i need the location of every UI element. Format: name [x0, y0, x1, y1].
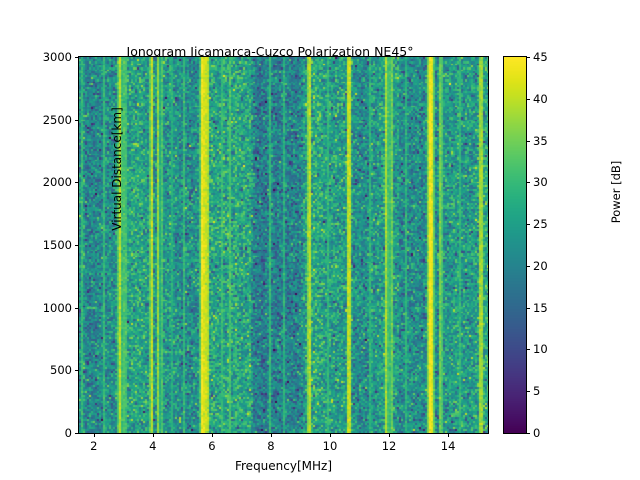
y-tick-mark — [75, 245, 79, 246]
y-tick-mark — [75, 370, 79, 372]
colorbar-tick-label: 45 — [533, 50, 548, 64]
y-tick-label: 3000 — [42, 50, 72, 64]
ionogram-heatmap — [79, 57, 488, 433]
colorbar-tick-label: 25 — [533, 217, 548, 232]
x-tick-mark — [152, 433, 154, 437]
colorbar-tick-mark — [526, 98, 530, 100]
colorbar-label: Power [dB] — [609, 160, 623, 224]
colorbar-tick-mark — [526, 57, 530, 58]
y-tick-mark — [75, 57, 79, 58]
colorbar-tick-label: 5 — [533, 384, 541, 399]
colorbar-tick-mark — [526, 307, 530, 309]
power-colorbar: 0 5 10 15 20 25 30 35 40 45 Power [dB] — [503, 50, 623, 440]
y-tick-mark — [75, 433, 79, 434]
x-tick-label: 10 — [322, 439, 338, 453]
x-tick-label: 12 — [381, 439, 397, 453]
x-tick-label: 8 — [267, 439, 275, 453]
colorbar-tick-label: 10 — [533, 342, 548, 357]
colorbar-tick-label: 30 — [533, 175, 548, 190]
x-tick-mark — [330, 433, 331, 437]
colorbar-tick-label: 0 — [533, 426, 541, 440]
colorbar-tick-mark — [526, 182, 530, 184]
x-tick-label: 14 — [440, 439, 456, 453]
colorbar-tick-mark — [526, 349, 530, 351]
colorbar-tick-mark — [526, 140, 530, 142]
colorbar-tick-mark — [526, 224, 530, 226]
x-tick-mark — [389, 433, 391, 437]
colorbar-tick-label: 35 — [533, 133, 548, 148]
x-axis-label: Frequency[MHz] — [234, 459, 333, 473]
x-tick-label: 2 — [90, 439, 98, 453]
y-tick-mark — [75, 182, 79, 184]
x-tick-mark — [270, 433, 272, 437]
y-tick-label: 1000 — [42, 300, 72, 315]
y-tick-mark — [75, 307, 79, 309]
colorbar-tick-label: 40 — [533, 91, 548, 106]
x-tick-label: 4 — [149, 439, 157, 453]
colorbar-tick-label: 15 — [533, 300, 548, 315]
x-tick-mark — [211, 433, 213, 437]
y-tick-mark — [75, 119, 79, 121]
colorbar-tick-mark — [526, 433, 530, 434]
x-tick-label: 6 — [208, 439, 216, 453]
title-line-1: Ionogram Jicamarca-Cuzco Polarization NE… — [126, 44, 414, 59]
y-tick-label: 2000 — [42, 175, 72, 190]
y-tick-label: 500 — [50, 363, 72, 378]
colorbar-tick-mark — [526, 265, 530, 267]
ionogram-plot-area: Virtual Distance[km] Frequency[MHz] 0 500… — [43, 50, 489, 473]
x-tick-mark — [448, 433, 450, 437]
colorbar-gradient — [504, 57, 526, 433]
y-tick-label: 1500 — [42, 238, 72, 252]
colorbar-tick-mark — [526, 391, 530, 393]
x-tick-mark — [93, 433, 95, 437]
y-tick-label: 0 — [64, 426, 72, 440]
colorbar-tick-label: 20 — [533, 258, 548, 273]
y-axis-label: Virtual Distance[km] — [110, 107, 124, 231]
y-tick-label: 2500 — [42, 112, 72, 127]
